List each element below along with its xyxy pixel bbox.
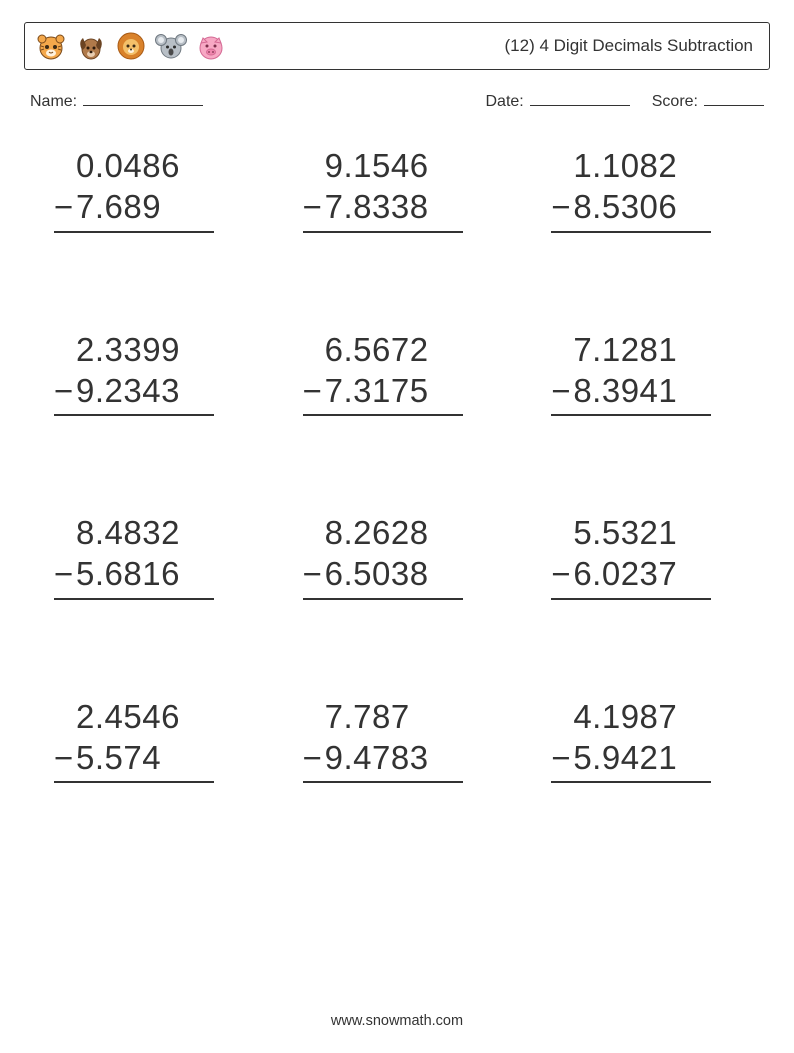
operator: − [303,553,325,594]
subtrahend: 7.8338 [325,186,429,227]
subtrahend: 5.574 [76,737,161,778]
worksheet-title: (12) 4 Digit Decimals Subtraction [505,36,753,56]
subtrahend: 5.6816 [76,553,180,594]
minuend: 4.1987 [551,696,677,737]
problem: 8.2628 −6.5038 [303,512,492,600]
subtrahend: 6.0237 [573,553,677,594]
answer-line [551,414,711,416]
operator: − [551,737,573,778]
name-label: Name: [30,93,77,111]
operator: − [54,186,76,227]
subtrahend: 6.5038 [325,553,429,594]
operator: − [551,370,573,411]
subtrahend: 9.4783 [325,737,429,778]
score-blank[interactable] [704,92,764,106]
operator: − [551,186,573,227]
minuend: 2.3399 [54,329,180,370]
subtrahend: 9.2343 [76,370,180,411]
score-label: Score: [652,93,698,111]
date-label: Date: [486,93,524,111]
problem: 9.1546 −7.8338 [303,145,492,233]
worksheet-page: (12) 4 Digit Decimals Subtraction Name: … [0,0,794,1053]
pig-icon [195,30,227,62]
answer-line [54,598,214,600]
footer-url: www.snowmath.com [0,1013,794,1029]
answer-line [303,598,463,600]
problem: 7.787 −9.4783 [303,696,492,784]
minuend: 6.5672 [303,329,429,370]
tiger-icon [35,30,67,62]
problem: 6.5672 −7.3175 [303,329,492,417]
header-box: (12) 4 Digit Decimals Subtraction [24,22,770,70]
subtrahend: 7.3175 [325,370,429,411]
minuend: 7.787 [303,696,410,737]
minuend: 8.2628 [303,512,429,553]
problem: 4.1987 −5.9421 [551,696,740,784]
problem: 5.5321 −6.0237 [551,512,740,600]
lion-icon [115,30,147,62]
animal-icon-row [35,30,227,62]
subtrahend: 8.5306 [573,186,677,227]
operator: − [303,186,325,227]
answer-line [54,231,214,233]
info-row: Name: Date: Score: [30,92,764,111]
minuend: 8.4832 [54,512,180,553]
koala-icon [155,30,187,62]
date-blank[interactable] [530,92,630,106]
problem: 0.0486 − 7.689 [54,145,243,233]
answer-line [303,414,463,416]
answer-line [303,231,463,233]
minuend: 5.5321 [551,512,677,553]
problem: 2.3399 −9.2343 [54,329,243,417]
operator: − [54,737,76,778]
minuend: 2.4546 [54,696,180,737]
answer-line [551,231,711,233]
minuend: 0.0486 [54,145,180,186]
name-blank[interactable] [83,92,203,106]
operator: − [54,553,76,594]
answer-line [54,414,214,416]
operator: − [303,370,325,411]
subtrahend: 8.3941 [573,370,677,411]
operator: − [54,370,76,411]
answer-line [303,781,463,783]
problem: 8.4832 −5.6816 [54,512,243,600]
answer-line [551,781,711,783]
problem: 2.4546 −5.574 [54,696,243,784]
answer-line [54,781,214,783]
subtrahend: 5.9421 [573,737,677,778]
minuend: 9.1546 [303,145,429,186]
operator: − [551,553,573,594]
problems-grid: 0.0486 − 7.689 9.1546 −7.8338 1.1082 −8.… [24,145,770,783]
dog-icon [75,30,107,62]
answer-line [551,598,711,600]
operator: − [303,737,325,778]
problem: 1.1082 −8.5306 [551,145,740,233]
minuend: 1.1082 [551,145,677,186]
minuend: 7.1281 [551,329,677,370]
problem: 7.1281 −8.3941 [551,329,740,417]
subtrahend: 7.689 [76,186,161,227]
name-field: Name: [30,92,203,111]
